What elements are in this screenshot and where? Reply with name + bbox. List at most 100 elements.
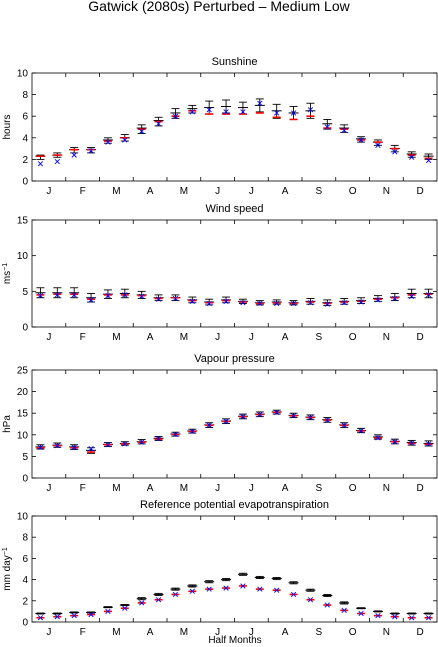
y-tick-label: 4 bbox=[22, 133, 28, 144]
panel-sunshine: Sunshine 0 2 4 6 8 10 hours J F M A M J J A S O N D bbox=[2, 56, 438, 197]
perturbed-marker bbox=[324, 417, 330, 423]
y-tick-label: 15 bbox=[17, 409, 29, 420]
cross-stroke bbox=[37, 161, 44, 167]
cross-stroke bbox=[358, 299, 364, 305]
x-tick-label: O bbox=[349, 186, 357, 197]
perturbed-marker bbox=[71, 292, 77, 298]
perturbed-marker bbox=[172, 295, 179, 302]
cross-stroke bbox=[37, 444, 44, 450]
perturbed-marker bbox=[307, 597, 314, 603]
cross-stroke bbox=[105, 442, 111, 448]
x-tick-label: S bbox=[316, 483, 323, 494]
cross-stroke bbox=[341, 422, 347, 428]
x-tick-label: J bbox=[215, 483, 220, 494]
cross-stroke bbox=[324, 124, 330, 130]
x-tick-label: O bbox=[349, 332, 357, 343]
cross-stroke bbox=[341, 300, 347, 306]
x-tick-label: N bbox=[383, 186, 390, 197]
x-tick-label: D bbox=[417, 627, 424, 638]
cross-stroke bbox=[257, 586, 263, 592]
x-tick-label: J bbox=[46, 483, 51, 494]
y-tick-label: 10 bbox=[17, 512, 29, 523]
y-tick-label: 0 bbox=[22, 323, 28, 334]
perturbed-marker bbox=[240, 414, 246, 420]
cross-stroke bbox=[189, 298, 195, 304]
perturbed-marker bbox=[206, 300, 212, 307]
cross-stroke bbox=[189, 109, 195, 115]
perturbed-marker bbox=[341, 422, 347, 428]
perturbed-marker bbox=[425, 292, 432, 298]
cross-stroke bbox=[240, 109, 246, 115]
x-tick-label: A bbox=[282, 332, 289, 343]
cross-stroke bbox=[206, 300, 212, 307]
perturbed-marker bbox=[122, 605, 128, 611]
perturbed-marker bbox=[324, 124, 330, 130]
perturbed-marker bbox=[71, 152, 77, 158]
y-tick-label: 10 bbox=[17, 251, 29, 262]
cross-stroke bbox=[155, 436, 162, 442]
perturbed-marker bbox=[189, 428, 195, 434]
x-tick-label: A bbox=[147, 186, 154, 197]
perturbed-marker bbox=[257, 300, 263, 307]
perturbed-marker bbox=[37, 444, 44, 450]
cross-stroke bbox=[240, 583, 246, 589]
perturbed-marker bbox=[54, 158, 60, 165]
cross-stroke bbox=[54, 158, 60, 165]
cross-stroke bbox=[392, 439, 398, 445]
perturbed-marker bbox=[105, 608, 111, 615]
cross-stroke bbox=[189, 428, 195, 434]
perturbed-marker bbox=[189, 109, 195, 115]
plot-frame bbox=[31, 369, 438, 479]
perturbed-marker bbox=[274, 587, 280, 593]
perturbed-marker bbox=[425, 615, 432, 621]
x-tick-label: A bbox=[147, 627, 154, 638]
cross-stroke bbox=[54, 292, 60, 298]
y-tick-label: 15 bbox=[17, 216, 29, 227]
perturbed-marker bbox=[274, 409, 280, 415]
panel-reference-evapotranspiration: Reference potential evapotranspiration 0 2… bbox=[2, 499, 438, 638]
x-tick-label: J bbox=[249, 627, 254, 638]
perturbed-marker bbox=[257, 100, 263, 106]
cross-stroke bbox=[425, 615, 432, 621]
cross-stroke bbox=[392, 614, 398, 620]
perturbed-marker bbox=[155, 597, 162, 603]
perturbed-marker bbox=[189, 298, 195, 304]
cross-stroke bbox=[274, 110, 280, 116]
cross-stroke bbox=[341, 127, 347, 133]
y-tick-label: 5 bbox=[22, 452, 28, 463]
y-axis-label: ms−1 bbox=[2, 263, 14, 284]
y-tick-label: 20 bbox=[17, 387, 29, 398]
x-tick-label: A bbox=[147, 483, 154, 494]
cross-stroke bbox=[54, 442, 60, 449]
cross-stroke bbox=[223, 418, 229, 425]
perturbed-marker bbox=[290, 591, 297, 598]
y-tick-label: 10 bbox=[17, 69, 29, 80]
cross-stroke bbox=[223, 585, 229, 591]
y-tick-label: 6 bbox=[22, 554, 28, 565]
perturbed-marker bbox=[172, 113, 179, 119]
perturbed-marker bbox=[88, 297, 94, 303]
perturbed-marker bbox=[139, 128, 145, 134]
cross-stroke bbox=[139, 293, 145, 299]
cross-stroke bbox=[307, 414, 314, 421]
perturbed-marker bbox=[172, 431, 179, 437]
cross-stroke bbox=[122, 292, 128, 298]
y-axis-label: mm day−1 bbox=[2, 547, 14, 591]
y-axis-label-exponent: −1 bbox=[2, 263, 9, 271]
cross-stroke bbox=[172, 431, 179, 437]
x-tick-label: M bbox=[112, 483, 120, 494]
x-tick-label: A bbox=[282, 186, 289, 197]
cross-stroke bbox=[71, 152, 77, 158]
cross-stroke bbox=[307, 300, 314, 306]
perturbed-marker bbox=[257, 586, 263, 592]
x-tick-label: J bbox=[215, 186, 220, 197]
x-tick-label: J bbox=[46, 186, 51, 197]
x-tick-label: J bbox=[249, 332, 254, 343]
cross-stroke bbox=[409, 154, 415, 160]
x-tick-label: A bbox=[282, 627, 289, 638]
x-tick-label: M bbox=[180, 332, 188, 343]
cross-stroke bbox=[155, 296, 162, 302]
cross-stroke bbox=[257, 300, 263, 307]
x-tick-label: N bbox=[383, 483, 390, 494]
cross-stroke bbox=[139, 600, 145, 606]
